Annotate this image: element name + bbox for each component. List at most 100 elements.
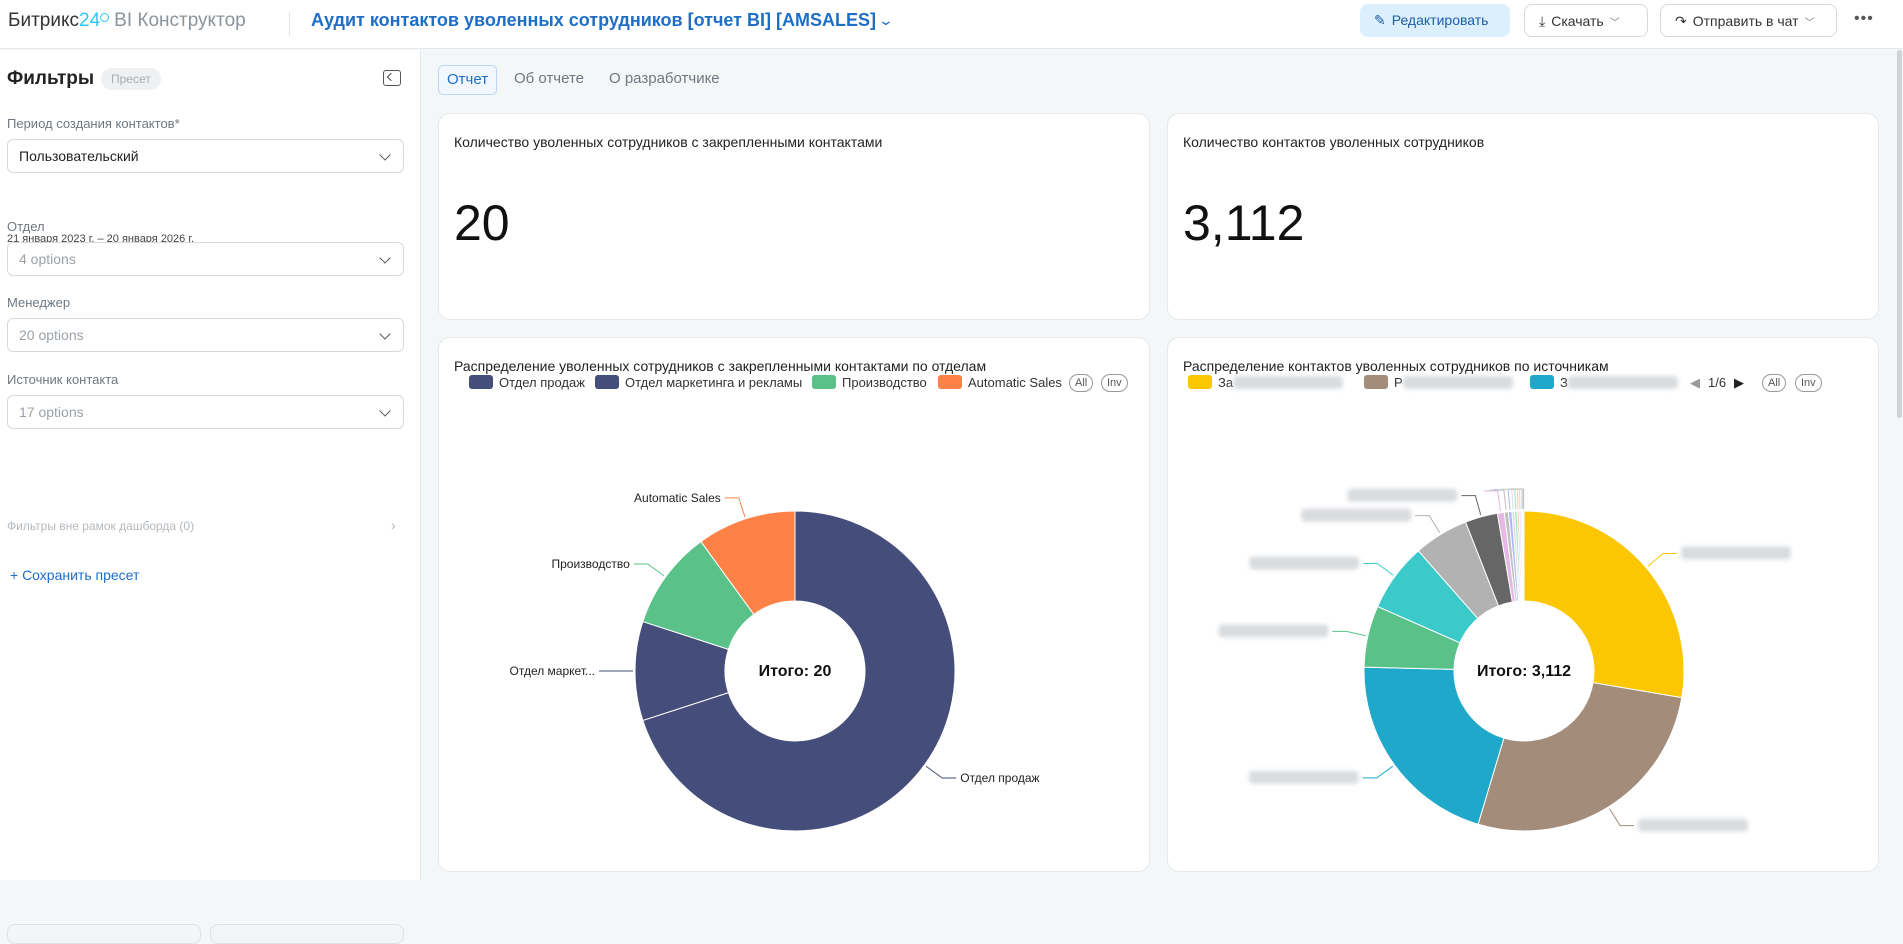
legend-label: Отдел продаж	[499, 375, 585, 390]
slice-label-line	[1362, 765, 1394, 779]
send-button-label: Отправить в чат	[1692, 13, 1799, 29]
blurred-slice-label	[1301, 508, 1412, 522]
legend-next-page-icon[interactable]: ▶	[1734, 375, 1744, 390]
slice-label-line	[1647, 553, 1677, 567]
blurred-text	[1567, 376, 1678, 389]
donut-center-label: Итого: 20	[759, 663, 832, 680]
kpi-value: 20	[454, 195, 510, 251]
legend-item[interactable]: Р	[1364, 375, 1513, 390]
chevron-down-icon	[379, 149, 391, 161]
tab-report[interactable]: Отчет	[438, 65, 498, 95]
header-divider	[289, 12, 290, 36]
download-button-label: Скачать	[1551, 13, 1604, 29]
legend-invert-button[interactable]: Inv	[1101, 374, 1128, 392]
pie-slice[interactable]	[1522, 510, 1525, 602]
tab-about-developer[interactable]: О разработчике	[609, 70, 720, 87]
download-icon: ⤓	[1539, 13, 1546, 29]
legend-label: Automatic Sales	[968, 375, 1062, 390]
chart-card-departments: Распределение уволенных сотрудников с за…	[438, 337, 1150, 872]
tab-about-report[interactable]: Об отчете	[514, 70, 585, 87]
slice-label-line	[925, 765, 957, 779]
legend-item[interactable]: З	[1530, 375, 1678, 390]
download-button[interactable]: ⤓ Скачать ﹀	[1524, 4, 1648, 37]
slice-label-line	[1363, 562, 1394, 576]
legend-swatch	[812, 375, 836, 389]
legend-prev-page-icon[interactable]: ◀	[1690, 375, 1700, 390]
blurred-slice-label	[1680, 546, 1791, 560]
slice-label: Отдел маркет...	[510, 664, 595, 678]
logo-text: Битрикс	[8, 10, 79, 31]
blurred-slice-label	[1218, 624, 1329, 638]
legend-label: За	[1218, 375, 1234, 390]
legend-swatch	[1188, 375, 1212, 389]
donut-center-label: Итого: 3,112	[1477, 663, 1571, 680]
filter-label-department: Отдел	[7, 219, 45, 234]
legend-item[interactable]: Automatic Sales	[938, 375, 1062, 390]
save-preset-button[interactable]: + Сохранить пресет	[10, 567, 140, 583]
legend-all-button[interactable]: All	[1762, 374, 1787, 392]
legend-all-button[interactable]: All	[1069, 374, 1094, 392]
legend-page-indicator: 1/6	[1708, 375, 1727, 390]
donut-hole	[725, 601, 865, 741]
sidebar-bottom-button[interactable]	[210, 924, 404, 944]
legend-item[interactable]: Отдел маркетинга и рекламы	[595, 375, 802, 390]
chevron-down-icon	[379, 405, 391, 417]
logo-bi-text: BI Конструктор	[114, 10, 246, 31]
filter-select-department[interactable]: 4 options	[7, 242, 404, 276]
kpi-title: Количество уволенных сотрудников с закре…	[454, 134, 883, 150]
legend-label: Отдел маркетинга и рекламы	[625, 375, 803, 390]
slice-label-line	[1332, 630, 1366, 637]
share-icon: ↷	[1675, 13, 1687, 29]
bitrix24-logo[interactable]: Битрикс24 BI Конструктор	[8, 10, 246, 32]
page-scrollbar[interactable]	[1897, 50, 1902, 418]
filter-value: 17 options	[19, 404, 84, 420]
chart-card-sources: Распределение контактов уволенных сотруд…	[1167, 337, 1879, 872]
chevron-right-icon[interactable]: ›	[391, 517, 396, 533]
legend-item[interactable]: За	[1188, 375, 1344, 390]
edit-button[interactable]: ✎ Редактировать	[1360, 4, 1510, 37]
legend-item[interactable]: Отдел продаж	[469, 375, 585, 390]
clock-icon	[100, 13, 110, 22]
outside-filters-link[interactable]: Фильтры вне рамок дашборда (0)	[7, 519, 195, 533]
sidebar-bottom-button[interactable]	[7, 924, 201, 944]
kpi-card-employees: Количество уволенных сотрудников с закре…	[438, 113, 1150, 320]
report-title[interactable]: Аудит контактов уволенных сотрудников [о…	[311, 10, 876, 30]
filter-label-manager: Менеджер	[7, 295, 71, 310]
legend-label: З	[1560, 375, 1568, 390]
blurred-text	[1233, 376, 1344, 389]
slice-label-line	[1494, 489, 1511, 510]
slice-label-line	[1509, 488, 1525, 510]
blurred-slice-label	[1248, 770, 1359, 784]
slice-label-line	[724, 497, 746, 518]
donut-chart: Отдел продаж Отдел маркет... Производство A…	[510, 491, 1040, 832]
filter-select-period[interactable]: Пользовательский	[7, 139, 404, 173]
legend-swatch	[938, 375, 962, 389]
send-to-chat-button[interactable]: ↷ Отправить в чат ﹀	[1660, 4, 1837, 37]
legend-invert-button[interactable]: Inv	[1795, 374, 1822, 392]
slice-label: Производство	[552, 557, 631, 571]
chevron-down-icon: ﹀	[1804, 18, 1815, 29]
filter-value: 4 options	[19, 251, 76, 267]
collapse-panel-icon[interactable]	[383, 70, 401, 86]
slice-label-line	[1415, 515, 1441, 533]
legend-item[interactable]: Производство	[812, 375, 927, 390]
legend-label: Производство	[842, 375, 927, 390]
edit-button-label: Редактировать	[1391, 12, 1489, 28]
filters-title: Фильтры	[7, 68, 95, 89]
legend-swatch	[1530, 375, 1554, 389]
kpi-value: 3,112	[1183, 195, 1305, 251]
slice-label-line	[633, 563, 665, 577]
legend-label: Р	[1394, 375, 1403, 390]
slice-label-line	[1609, 808, 1635, 827]
pencil-icon: ✎	[1374, 12, 1386, 28]
blurred-slice-label	[1249, 556, 1360, 570]
filter-select-source[interactable]: 17 options	[7, 395, 404, 429]
slice-label: Отдел продаж	[960, 771, 1039, 785]
blurred-text	[1402, 376, 1513, 389]
more-options-icon[interactable]: •••	[1854, 10, 1874, 27]
filter-select-manager[interactable]: 20 options	[7, 318, 404, 352]
slice-label-line	[1461, 495, 1482, 516]
preset-badge[interactable]: Пресет	[101, 68, 161, 90]
filter-label-source: Источник контакта	[7, 372, 119, 387]
chevron-down-icon[interactable]: ⌄	[877, 12, 895, 28]
